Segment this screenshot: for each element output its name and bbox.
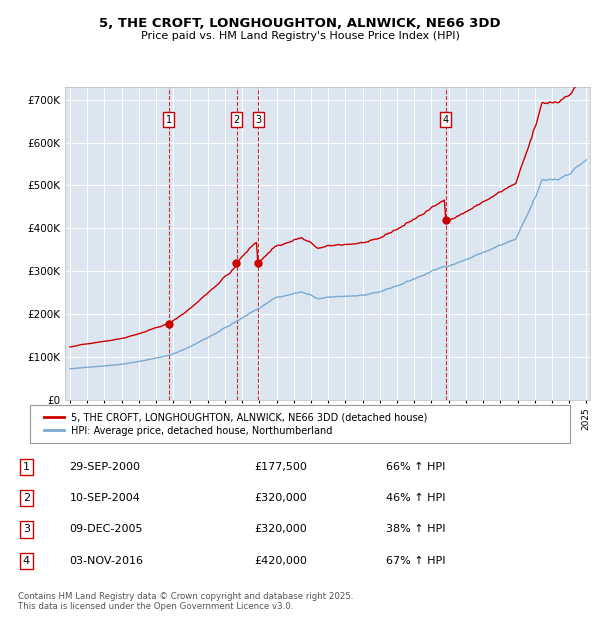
Text: £420,000: £420,000 [254, 556, 307, 566]
Text: Contains HM Land Registry data © Crown copyright and database right 2025.: Contains HM Land Registry data © Crown c… [18, 592, 353, 601]
Text: 38% ↑ HPI: 38% ↑ HPI [386, 525, 446, 534]
Text: This data is licensed under the Open Government Licence v3.0.: This data is licensed under the Open Gov… [18, 602, 293, 611]
Text: 09-DEC-2005: 09-DEC-2005 [70, 525, 143, 534]
Text: 29-SEP-2000: 29-SEP-2000 [70, 462, 140, 472]
Text: 67% ↑ HPI: 67% ↑ HPI [386, 556, 446, 566]
Text: 2: 2 [233, 115, 240, 125]
Text: 1: 1 [166, 115, 172, 125]
Text: 4: 4 [443, 115, 449, 125]
Text: 4: 4 [23, 556, 30, 566]
Text: 3: 3 [255, 115, 262, 125]
Legend: 5, THE CROFT, LONGHOUGHTON, ALNWICK, NE66 3DD (detached house), HPI: Average pri: 5, THE CROFT, LONGHOUGHTON, ALNWICK, NE6… [40, 408, 431, 440]
Text: 46% ↑ HPI: 46% ↑ HPI [386, 493, 446, 503]
Text: 10-SEP-2004: 10-SEP-2004 [70, 493, 140, 503]
Text: £320,000: £320,000 [254, 493, 307, 503]
Text: £177,500: £177,500 [254, 462, 307, 472]
Text: 3: 3 [23, 525, 30, 534]
Text: 66% ↑ HPI: 66% ↑ HPI [386, 462, 446, 472]
Text: 5, THE CROFT, LONGHOUGHTON, ALNWICK, NE66 3DD: 5, THE CROFT, LONGHOUGHTON, ALNWICK, NE6… [99, 17, 501, 30]
Text: Price paid vs. HM Land Registry's House Price Index (HPI): Price paid vs. HM Land Registry's House … [140, 31, 460, 41]
Text: 03-NOV-2016: 03-NOV-2016 [70, 556, 143, 566]
Text: £320,000: £320,000 [254, 525, 307, 534]
Text: 2: 2 [23, 493, 30, 503]
Text: 1: 1 [23, 462, 30, 472]
